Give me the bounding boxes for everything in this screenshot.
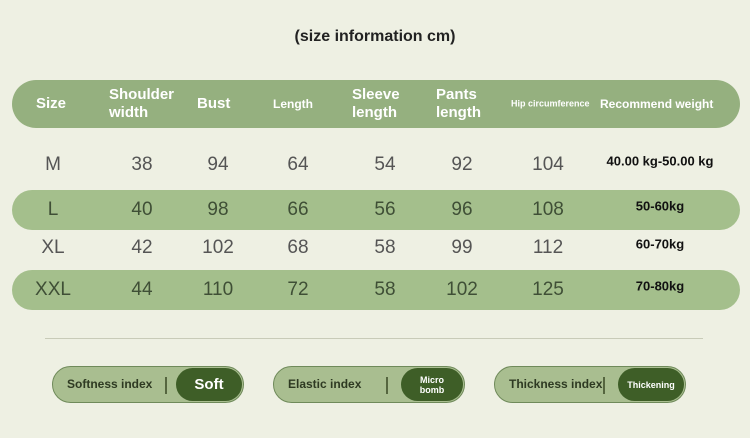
- size-label: L: [47, 199, 59, 220]
- column-header: Shoulder width: [109, 86, 175, 121]
- table-cell: 112: [532, 237, 564, 258]
- table-cell: 42: [131, 237, 153, 258]
- table-cell: 96: [451, 199, 473, 220]
- table-cell: 98: [207, 199, 229, 220]
- column-header: Recommend weight: [600, 97, 714, 111]
- table-cell: 66: [287, 199, 309, 220]
- size-label: XXL: [35, 279, 71, 300]
- table-cell: 92: [451, 154, 473, 175]
- separator: [165, 377, 167, 394]
- index-value: Thickening: [618, 368, 684, 401]
- column-header: Pants length: [436, 86, 481, 121]
- table-cell: 58: [374, 237, 396, 258]
- table-cell: 44: [131, 279, 153, 300]
- table-cell: 125: [532, 279, 564, 300]
- table-cell: 60-70kg: [635, 236, 685, 252]
- table-cell: 54: [374, 154, 396, 175]
- table-cell: 70-80kg: [635, 278, 685, 294]
- index-pill: Thickness index Thickening: [494, 366, 686, 403]
- index-pill: Softness index Soft: [52, 366, 244, 403]
- index-value: Soft: [176, 368, 242, 401]
- table-cell: 40: [131, 199, 153, 220]
- column-header: Sleeve length: [352, 86, 400, 121]
- table-cell: 40.00 kg-50.00 kg: [606, 153, 714, 169]
- table-cell: 102: [202, 237, 234, 258]
- table-cell: 58: [374, 279, 396, 300]
- index-pill: Elastic index Micro bomb: [273, 366, 465, 403]
- separator: [386, 377, 388, 394]
- page-title: (size information cm): [294, 28, 456, 45]
- column-header: Length: [273, 97, 313, 111]
- divider: [45, 338, 703, 339]
- table-cell: 104: [532, 154, 564, 175]
- table-cell: 72: [287, 279, 309, 300]
- row-band: [12, 270, 740, 310]
- table-cell: 108: [532, 199, 564, 220]
- table-cell: 68: [287, 237, 309, 258]
- table-cell: 64: [287, 154, 309, 175]
- separator: [603, 377, 605, 394]
- table-cell: 110: [202, 279, 234, 300]
- index-value: Micro bomb: [401, 368, 463, 401]
- size-label: XL: [41, 237, 65, 258]
- table-cell: 99: [451, 237, 473, 258]
- row-band: [12, 190, 740, 230]
- size-label: M: [45, 154, 61, 175]
- column-header: Size: [36, 95, 67, 112]
- index-label: Elastic index: [288, 377, 362, 391]
- table-cell: 94: [207, 154, 229, 175]
- column-header: Bust: [197, 95, 231, 112]
- index-label: Thickness index: [509, 377, 603, 391]
- index-label: Softness index: [67, 377, 153, 391]
- table-cell: 50-60kg: [635, 198, 685, 214]
- table-cell: 38: [131, 154, 153, 175]
- table-cell: 56: [374, 199, 396, 220]
- column-header: Hip circumference: [511, 98, 590, 109]
- table-header: [12, 80, 740, 128]
- table-cell: 102: [446, 279, 478, 300]
